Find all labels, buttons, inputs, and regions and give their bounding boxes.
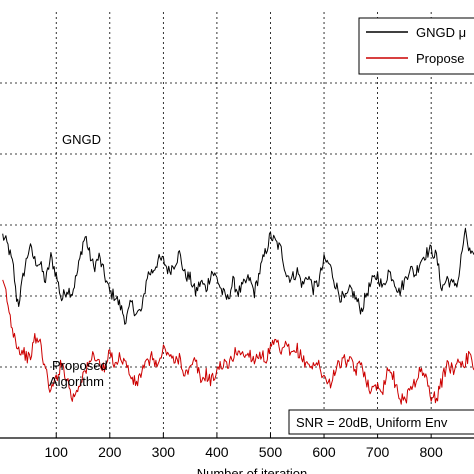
info-box-text: SNR = 20dB, Uniform Env — [296, 415, 448, 430]
x-tick-label: 200 — [98, 444, 122, 460]
legend-label-gngd: GNGD μ — [416, 25, 466, 40]
x-tick-label: 800 — [419, 444, 443, 460]
grid — [0, 12, 474, 438]
x-tick-label: 300 — [152, 444, 176, 460]
info-box-frame — [288, 409, 474, 435]
annotation-proposed-line2: Algorithm — [49, 374, 104, 389]
legend-label-proposed: Propose — [416, 51, 464, 66]
x-axis-label: Number of iteration — [197, 466, 308, 474]
annotation-gngd: GNGD — [62, 132, 101, 147]
legend: GNGD μ Propose — [358, 17, 474, 75]
x-tick-label: 100 — [45, 444, 69, 460]
series-line-gngd — [2, 227, 474, 325]
series-layer — [2, 227, 474, 405]
annotation-proposed-line1: Proposed — [52, 358, 108, 373]
info-box: SNR = 20dB, Uniform Env — [288, 409, 474, 435]
x-tick-label: 400 — [205, 444, 229, 460]
x-tick-label: 600 — [312, 444, 336, 460]
legend-box — [358, 17, 474, 75]
series-line-proposed — [2, 279, 474, 405]
x-ticks: 100 200 300 400 500 600 700 800 — [45, 433, 443, 460]
x-tick-label: 500 — [259, 444, 283, 460]
x-tick-label: 700 — [366, 444, 390, 460]
